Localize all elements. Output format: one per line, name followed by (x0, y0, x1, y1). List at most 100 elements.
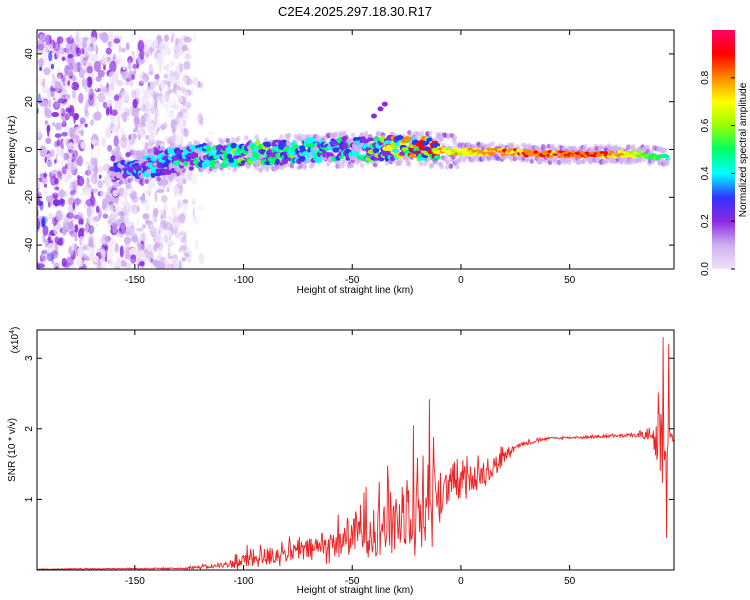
noise-speckle (74, 224, 79, 233)
noise-speckle (97, 92, 106, 103)
noise-speckle (133, 69, 137, 75)
noise-speckle (80, 53, 87, 59)
ridge-halo-mark (144, 178, 150, 185)
noise-speckle (124, 195, 128, 201)
noise-speckle (76, 211, 84, 220)
noise-speckle (41, 86, 50, 94)
noise-speckle (50, 63, 55, 70)
noise-speckle (173, 44, 180, 54)
ridge-halo-mark (117, 151, 122, 157)
ridge-mark (171, 155, 179, 161)
ridge-mark (208, 150, 214, 156)
noise-speckle (167, 80, 171, 88)
noise-speckle (116, 196, 119, 202)
noise-speckle (41, 32, 46, 43)
ridge-halo-mark (230, 137, 236, 143)
noise-speckle (143, 90, 151, 100)
noise-speckle (165, 96, 170, 104)
noise-speckle (178, 213, 186, 224)
noise-speckle (168, 89, 172, 95)
noise-speckle (141, 104, 147, 113)
x-tick-label: 0 (458, 576, 464, 587)
ridge-halo-mark (427, 130, 433, 136)
ridge-halo-mark (350, 132, 356, 138)
noise-speckle (53, 192, 58, 199)
noise-speckle (170, 36, 174, 43)
noise-speckle (122, 66, 126, 71)
noise-speckle (37, 263, 45, 269)
noise-speckle (43, 183, 48, 188)
noise-speckle (185, 100, 191, 107)
noise-speckle (81, 77, 88, 89)
noise-speckle (103, 163, 111, 172)
ridge-halo-mark (263, 137, 268, 143)
noise-speckle (156, 188, 165, 194)
noise-speckle (165, 104, 169, 115)
colorbar-tick-label: 0.4 (700, 166, 711, 180)
ridge-mark (489, 151, 496, 155)
noise-speckle (71, 57, 75, 66)
ridge-halo-mark (662, 147, 668, 153)
noise-speckle (100, 137, 107, 145)
noise-speckle (53, 101, 60, 110)
ridge-halo-mark (131, 149, 137, 155)
noise-speckle (125, 253, 132, 260)
noise-speckle (51, 55, 56, 63)
ridge-halo-mark (212, 167, 217, 173)
noise-speckle (163, 209, 166, 220)
noise-speckle (99, 83, 103, 95)
noise-speckle (49, 85, 54, 92)
ridge-halo-mark (439, 164, 444, 170)
noise-speckle (83, 244, 87, 251)
ridge-halo-mark (631, 144, 636, 150)
noise-speckle (45, 255, 51, 262)
noise-speckle (90, 119, 94, 126)
x-tick-label: -100 (234, 275, 254, 286)
noise-speckle (142, 213, 150, 220)
noise-speckle (166, 263, 174, 269)
noise-speckle (183, 170, 190, 182)
colorbar-tick-label: 0.6 (700, 118, 711, 132)
noise-speckle (71, 81, 80, 91)
noise-speckle (120, 140, 126, 149)
noise-speckle (104, 58, 111, 65)
noise-speckle (138, 130, 145, 135)
noise-speckle (73, 200, 81, 206)
noise-speckle (168, 236, 172, 241)
noise-speckle (39, 99, 48, 107)
noise-speckle (54, 140, 58, 148)
noise-speckle (102, 101, 108, 109)
noise-speckle (58, 236, 65, 246)
noise-speckle (153, 91, 158, 98)
spectrogram-x-axis-label: Height of straight line (km) (297, 285, 414, 296)
noise-speckle (58, 189, 66, 198)
noise-speckle (185, 111, 188, 120)
noise-speckle (163, 235, 169, 244)
noise-speckle (53, 41, 61, 52)
noise-speckle (122, 212, 130, 219)
ridge-mark (302, 151, 309, 156)
noise-speckle (179, 85, 185, 90)
noise-speckle (96, 101, 99, 113)
noise-speckle (59, 200, 65, 207)
noise-speckle (139, 49, 145, 60)
noise-speckle (54, 236, 60, 244)
noise-speckle (166, 187, 170, 193)
noise-speckle (162, 93, 170, 102)
noise-speckle (53, 242, 59, 255)
noise-speckle (183, 57, 191, 70)
noise-speckle (154, 190, 158, 203)
noise-speckle (163, 90, 170, 103)
noise-speckle (157, 53, 162, 65)
ridge-halo-mark (336, 163, 341, 169)
noise-speckle (111, 207, 116, 220)
noise-speckle (90, 148, 95, 161)
ridge-halo-mark (243, 135, 249, 141)
noise-speckle (197, 112, 203, 125)
noise-speckle (134, 122, 139, 131)
ridge-mark (280, 139, 288, 146)
noise-speckle (54, 159, 57, 164)
noise-speckle (157, 250, 162, 260)
ridge-mark (263, 141, 272, 148)
noise-speckle (186, 108, 191, 120)
